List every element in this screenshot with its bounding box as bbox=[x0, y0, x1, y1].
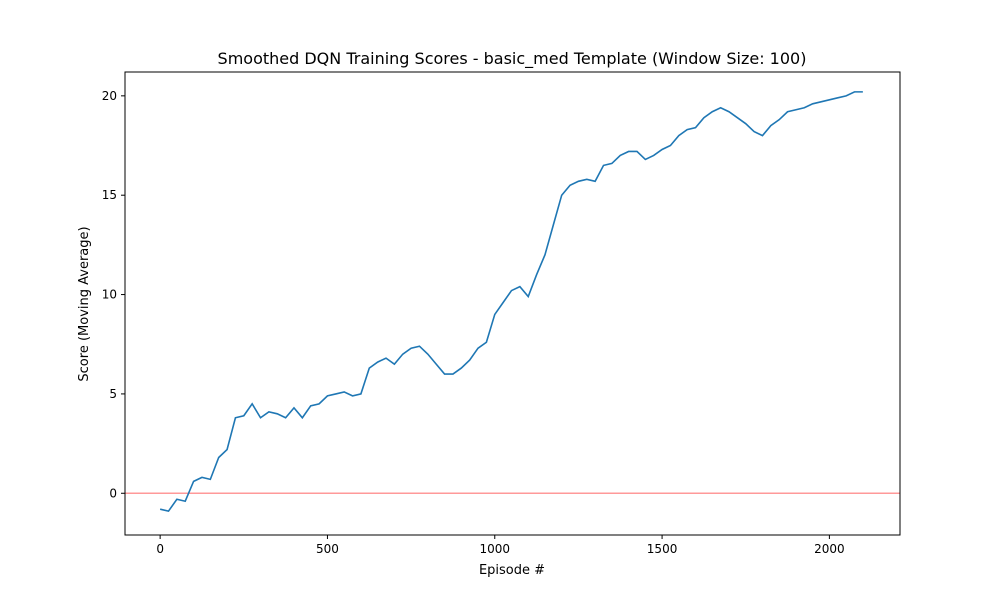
x-tick-label: 0 bbox=[156, 542, 164, 556]
y-tick-label: 5 bbox=[109, 387, 117, 401]
data-line bbox=[159, 91, 863, 513]
y-tick-label: 15 bbox=[102, 188, 117, 202]
plot-frame bbox=[124, 71, 901, 536]
y-tick-label: 0 bbox=[109, 486, 117, 500]
x-tick-label: 2000 bbox=[814, 542, 845, 556]
y-axis-label: Score (Moving Average) bbox=[77, 226, 92, 381]
chart-title: Smoothed DQN Training Scores - basic_med… bbox=[218, 49, 807, 69]
y-tick-label: 10 bbox=[102, 288, 117, 302]
x-tick-label: 1500 bbox=[647, 542, 678, 556]
x-tick-label: 500 bbox=[316, 542, 339, 556]
x-axis-label: Episode # bbox=[479, 563, 545, 578]
y-tick-label: 20 bbox=[102, 89, 117, 103]
x-tick-label: 1000 bbox=[479, 542, 510, 556]
